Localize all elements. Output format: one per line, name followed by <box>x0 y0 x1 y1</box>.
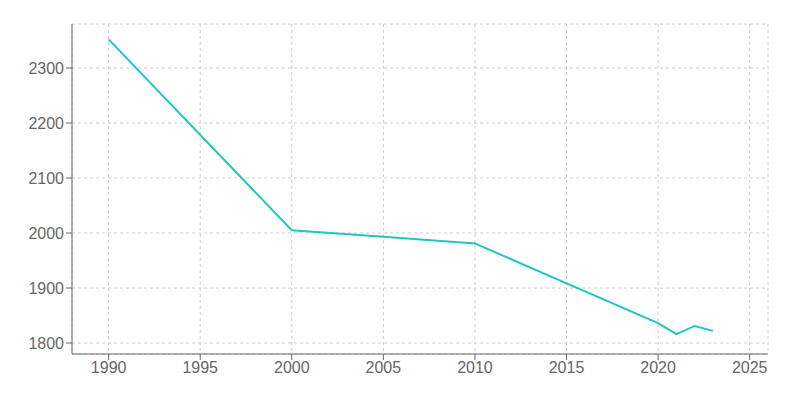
svg-text:2015: 2015 <box>549 359 585 376</box>
svg-text:1990: 1990 <box>91 359 127 376</box>
svg-text:1995: 1995 <box>182 359 218 376</box>
svg-text:2005: 2005 <box>366 359 402 376</box>
svg-text:2200: 2200 <box>28 115 64 132</box>
svg-text:2300: 2300 <box>28 60 64 77</box>
svg-text:1800: 1800 <box>28 335 64 352</box>
svg-text:2020: 2020 <box>640 359 676 376</box>
svg-text:2010: 2010 <box>457 359 493 376</box>
svg-text:2100: 2100 <box>28 170 64 187</box>
svg-text:2000: 2000 <box>274 359 310 376</box>
svg-text:2000: 2000 <box>28 225 64 242</box>
svg-text:1900: 1900 <box>28 280 64 297</box>
svg-text:2025: 2025 <box>732 359 768 376</box>
